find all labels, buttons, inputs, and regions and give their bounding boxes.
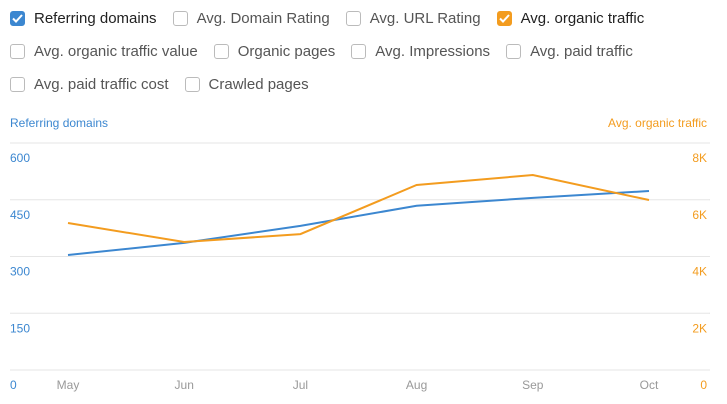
option-label[interactable]: Referring domains [34,9,157,27]
series-line [67,190,650,256]
metric-option[interactable]: Avg. organic traffic [496,8,645,28]
metric-option[interactable]: Avg. URL Rating [345,8,481,28]
checkbox[interactable] [506,43,522,59]
option-label[interactable]: Avg. Domain Rating [196,9,330,27]
metric-option[interactable]: Crawled pages [184,74,309,94]
checkbox[interactable] [10,76,25,92]
metric-option[interactable]: Avg. paid traffic cost [10,74,169,94]
y-tick-label: 600 [10,151,30,165]
option-label[interactable]: Avg. URL Rating [369,9,481,27]
x-tick-label: Aug [406,378,427,392]
checkbox[interactable] [10,43,25,59]
series-line [67,174,650,244]
option-label[interactable]: Crawled pages [208,75,309,93]
metric-option[interactable]: Avg. paid traffic [506,41,633,61]
y2-axis-label: Avg. organic traffic [608,116,707,130]
y2-tick-label: 4K [692,265,707,279]
y2-tick-label: 8K [692,151,707,165]
x-tick-label: Jul [293,378,308,392]
checkbox[interactable] [172,10,188,26]
metric-option[interactable]: Organic pages [213,41,336,61]
x-tick-label: May [57,378,80,392]
checkbox[interactable] [496,10,512,26]
x-tick-label: Oct [640,378,659,392]
x-tick-label: Sep [522,378,544,392]
option-label[interactable]: Avg. organic traffic [520,9,645,27]
checkbox[interactable] [184,76,200,92]
metric-option[interactable]: Referring domains [10,8,157,28]
y2-tick-label: 2K [692,321,707,335]
x-tick-label: Jun [175,378,194,392]
metric-options: Referring domains Avg. Domain Rating Avg. … [10,8,720,94]
y-axis-label: Referring domains [10,116,108,130]
y2-tick-label: 0 [700,378,707,392]
y-tick-label: 0 [10,378,17,392]
checkbox[interactable] [351,43,367,59]
y-tick-label: 300 [10,265,30,279]
option-label[interactable]: Organic pages [237,42,336,60]
option-label[interactable]: Avg. Impressions [375,42,491,60]
checkbox[interactable] [345,10,361,26]
metric-option[interactable]: Avg. Domain Rating [172,8,330,28]
option-label[interactable]: Avg. paid traffic cost [34,75,169,93]
y-tick-label: 450 [10,208,30,222]
option-label[interactable]: Avg. paid traffic [530,42,633,60]
checkbox[interactable] [10,10,25,26]
y2-tick-label: 6K [692,208,707,222]
option-label[interactable]: Avg. organic traffic value [34,42,198,60]
metric-option[interactable]: Avg. Impressions [351,41,490,61]
checkbox[interactable] [213,43,229,59]
metric-option[interactable]: Avg. organic traffic value [10,41,198,61]
y-tick-label: 150 [10,321,30,335]
